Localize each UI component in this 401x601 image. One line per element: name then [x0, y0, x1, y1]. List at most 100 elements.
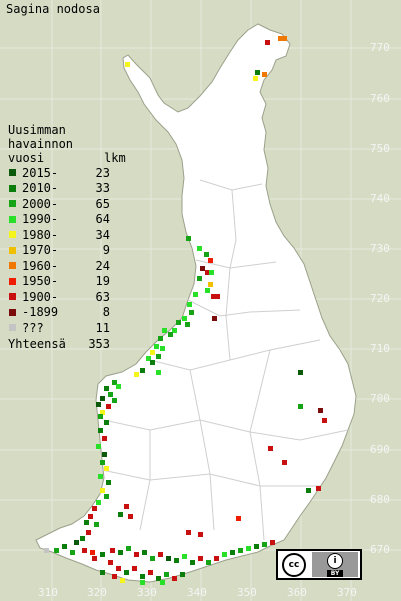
observation-square — [70, 550, 75, 555]
legend-count: 8 — [102, 305, 110, 320]
observation-square — [108, 392, 113, 397]
y-tick-label: 730 — [370, 242, 390, 255]
legend: Uusimman havainnon vuosi lkm 2015- 23 2010… — [8, 123, 126, 352]
observation-square — [100, 488, 105, 493]
legend-row: 1980- 34 — [8, 227, 126, 243]
y-tick-label: 690 — [370, 443, 390, 456]
observation-square — [316, 486, 321, 491]
observation-square — [100, 410, 105, 415]
observation-square — [74, 540, 79, 545]
x-tick-label: 350 — [237, 586, 257, 599]
observation-square — [84, 520, 89, 525]
x-tick-label: 310 — [38, 586, 58, 599]
legend-row: 1970- 9 — [8, 243, 126, 259]
observation-square — [156, 370, 161, 375]
observation-square — [134, 552, 139, 557]
observation-square — [197, 276, 202, 281]
observation-square — [100, 570, 105, 575]
legend-row: 1960- 24 — [8, 258, 126, 274]
legend-count-header: lkm — [104, 151, 126, 165]
observation-square — [154, 344, 159, 349]
observation-square — [164, 572, 169, 577]
legend-swatch — [9, 262, 16, 270]
observation-square — [212, 316, 217, 321]
legend-swatch — [9, 200, 16, 208]
observation-square — [168, 332, 173, 337]
observation-square — [205, 270, 210, 275]
legend-heading-line-1: Uusimman — [8, 123, 66, 137]
observation-square — [100, 460, 105, 465]
legend-label: 1970- — [22, 243, 59, 258]
observation-square — [156, 354, 161, 359]
legend-swatch — [9, 231, 16, 239]
observation-square — [246, 546, 251, 551]
legend-swatch — [9, 277, 16, 285]
legend-heading: Uusimman havainnon vuosi lkm — [8, 123, 126, 165]
observation-square — [160, 346, 165, 351]
legend-label: 1900- — [22, 289, 59, 304]
observation-square — [108, 560, 113, 565]
legend-swatch — [9, 169, 16, 177]
observation-square — [146, 356, 151, 361]
observation-square — [104, 386, 109, 391]
legend-row: 1950- 19 — [8, 274, 126, 290]
observation-square — [193, 292, 198, 297]
observation-square — [150, 350, 155, 355]
observation-square — [140, 574, 145, 579]
legend-heading-line-3: vuosi — [8, 151, 45, 165]
observation-square — [253, 76, 258, 81]
observation-square — [215, 294, 220, 299]
legend-swatch — [9, 215, 16, 223]
observation-square — [98, 414, 103, 419]
observation-square — [198, 556, 203, 561]
observation-square — [112, 398, 117, 403]
observation-square — [172, 328, 177, 333]
legend-count: 64 — [95, 212, 110, 227]
observation-square — [198, 532, 203, 537]
observation-square — [205, 288, 210, 293]
observation-square — [282, 36, 287, 41]
y-tick-label: 750 — [370, 142, 390, 155]
by-attribution-icon: i BY — [312, 552, 358, 577]
legend-count: 33 — [95, 181, 110, 196]
observation-square — [158, 552, 163, 557]
observation-square — [200, 266, 205, 271]
observation-square — [86, 530, 91, 535]
observation-square — [262, 72, 267, 77]
legend-swatch — [9, 324, 16, 332]
observation-square — [125, 62, 130, 67]
observation-dots — [44, 36, 327, 585]
observation-square — [124, 570, 129, 575]
observation-square — [298, 370, 303, 375]
observation-square — [158, 336, 163, 341]
observation-square — [172, 576, 177, 581]
legend-total: Yhteensä 353 — [8, 336, 126, 352]
observation-square — [88, 514, 93, 519]
observation-square — [96, 500, 101, 505]
x-tick-label: 370 — [337, 586, 357, 599]
observation-square — [230, 550, 235, 555]
observation-square — [222, 552, 227, 557]
observation-square — [160, 580, 165, 585]
observation-square — [236, 516, 241, 521]
observation-square — [102, 452, 107, 457]
legend-label: 2010- — [22, 181, 59, 196]
observation-square — [174, 558, 179, 563]
legend-label: 1980- — [22, 227, 59, 242]
observation-square — [92, 556, 97, 561]
legend-row: -1899 8 — [8, 305, 126, 321]
legend-count: 34 — [95, 227, 110, 242]
observation-square — [134, 372, 139, 377]
observation-square — [128, 514, 133, 519]
observation-square — [211, 294, 216, 299]
legend-row: 2000- 65 — [8, 196, 126, 212]
observation-square — [80, 536, 85, 541]
legend-row: ??? 11 — [8, 320, 126, 336]
observation-square — [265, 40, 270, 45]
y-tick-label: 770 — [370, 41, 390, 54]
observation-square — [132, 566, 137, 571]
observation-square — [208, 258, 213, 263]
y-tick-label: 710 — [370, 342, 390, 355]
observation-square — [254, 544, 259, 549]
legend-swatch — [9, 184, 16, 192]
